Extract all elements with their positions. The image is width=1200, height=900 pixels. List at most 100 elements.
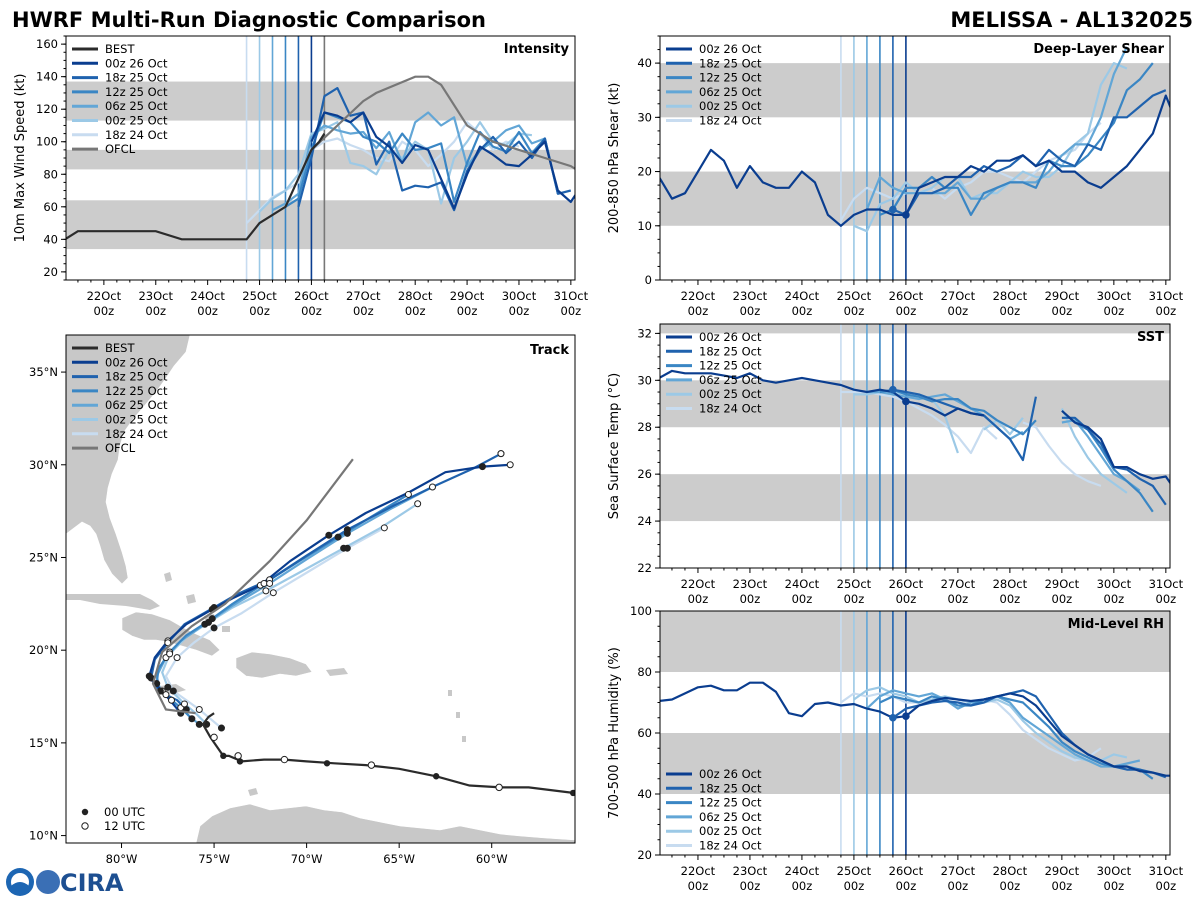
x-tick-label-date: 31Oct (1149, 289, 1184, 303)
y-tick-label: 140 (36, 70, 58, 84)
legend-label: 06z 25 Oct (699, 85, 762, 99)
marker-legend-00utc-icon (81, 808, 89, 816)
x-tick-label-hour: 00z (844, 304, 865, 318)
x-tick-label-hour: 00z (1156, 592, 1177, 606)
track-marker-12utc (506, 461, 514, 469)
x-tick-label-date: 26Oct (889, 289, 924, 303)
x-tick-label-date: 26Oct (889, 864, 924, 878)
legend-label: 00z 26 Oct (699, 330, 762, 344)
best-marker-12utc (280, 755, 289, 764)
x-tick-label-hour: 00z (896, 592, 917, 606)
panel-title: Intensity (504, 42, 570, 57)
rh-plot-area (660, 611, 1170, 855)
init-marker (889, 713, 897, 722)
lat-tick-label: 30°N (29, 458, 58, 472)
x-tick-label-hour: 00z (561, 304, 582, 318)
marker-legend-label: 00 UTC (104, 805, 145, 819)
x-tick-label-date: 22Oct (87, 289, 122, 303)
x-tick-label-date: 29Oct (1045, 289, 1080, 303)
legend-label: 06z 25 Oct (699, 810, 762, 824)
series-line-00z-26-Oct (660, 94, 1170, 227)
rh-panel: 2040608010022Oct00z23Oct00z24Oct00z25Oct… (607, 604, 1184, 893)
series-line-18z-25-Oct (892, 689, 1167, 779)
track-marker-12utc (173, 654, 181, 662)
track-plot-area (145, 450, 575, 797)
track-marker-00utc (169, 687, 177, 695)
x-tick-label-date: 28Oct (993, 289, 1028, 303)
x-tick-label-date: 25Oct (837, 577, 872, 591)
track-marker-12utc (404, 490, 412, 498)
x-tick-label-hour: 00z (249, 304, 270, 318)
x-tick-label-date: 27Oct (941, 289, 976, 303)
y-tick-label: 40 (43, 232, 58, 246)
y-tick-label: 32 (637, 326, 652, 340)
x-tick-label-hour: 00z (1104, 304, 1125, 318)
shear-plot-area (660, 36, 1170, 280)
series-line-00z-26-Oct (310, 111, 575, 210)
x-tick-label-hour: 00z (1052, 592, 1073, 606)
x-tick-label-date: 26Oct (889, 577, 924, 591)
x-tick-label-hour: 00z (948, 879, 969, 893)
y-tick-label: 30 (637, 110, 652, 124)
cuba-land (121, 611, 221, 657)
x-tick-label-hour: 00z (740, 304, 761, 318)
x-tick-label-hour: 00z (405, 304, 426, 318)
x-tick-label-date: 23Oct (138, 289, 173, 303)
x-tick-label-date: 23Oct (733, 289, 768, 303)
x-tick-label-hour: 00z (844, 592, 865, 606)
threshold-band (660, 324, 1170, 334)
x-tick-label-date: 29Oct (1045, 577, 1080, 591)
legend-label: 18z 25 Oct (699, 56, 762, 70)
best-track-line (201, 712, 574, 794)
x-tick-label-date: 22Oct (681, 577, 716, 591)
track-marker-00utc (205, 618, 213, 626)
legend-label: 18z 24 Oct (105, 128, 168, 142)
track-marker-00utc (164, 683, 172, 691)
sst-plot-area (660, 324, 1170, 568)
track-marker-12utc (428, 483, 436, 491)
x-tick-label-hour: 00z (301, 304, 322, 318)
x-tick-label-date: 25Oct (837, 864, 872, 878)
figure-title-left: HWRF Multi-Run Diagnostic Comparison (12, 8, 486, 32)
legend-label: 00z 25 Oct (699, 824, 762, 838)
ofcl-line (310, 75, 575, 171)
x-tick-label-date: 30Oct (502, 289, 537, 303)
track-marker-12utc (195, 706, 203, 714)
x-tick-label-hour: 00z (1104, 879, 1125, 893)
x-tick-label-date: 25Oct (242, 289, 277, 303)
lat-tick-label: 35°N (29, 365, 58, 379)
y-tick-label: 28 (637, 420, 652, 434)
x-tick-label-date: 22Oct (681, 289, 716, 303)
cira-logo: CIRA (6, 868, 124, 897)
x-tick-label-hour: 00z (896, 304, 917, 318)
x-tick-label-hour: 00z (1104, 592, 1125, 606)
track-marker-12utc (162, 691, 170, 699)
x-tick-label-hour: 00z (457, 304, 478, 318)
series-line-12z-25-Oct (879, 695, 1154, 780)
track-marker-00utc (343, 529, 351, 537)
x-tick-label-hour: 00z (792, 592, 813, 606)
lat-tick-label: 15°N (29, 736, 58, 750)
x-tick-label-hour: 00z (1052, 879, 1073, 893)
threshold-band (660, 733, 1170, 794)
x-tick-label-date: 31Oct (1149, 864, 1184, 878)
panel-title: Mid-Level RH (1068, 617, 1164, 632)
best-marker-00utc (323, 760, 331, 767)
y-tick-label: 40 (637, 56, 652, 70)
legend-label: 12z 25 Oct (105, 85, 168, 99)
x-tick-label-hour: 00z (948, 304, 969, 318)
x-tick-label-date: 31Oct (1149, 577, 1184, 591)
track-marker-00utc (343, 544, 351, 552)
intensity-plot-area (66, 36, 575, 280)
figure-title-right: MELISSA - AL132025 (950, 8, 1193, 32)
florida-keys-land (66, 594, 160, 610)
x-tick-label-hour: 00z (1000, 592, 1021, 606)
x-tick-label-date: 24Oct (785, 289, 820, 303)
track-frame (65, 334, 576, 844)
y-tick-label: 120 (36, 102, 58, 116)
legend-label: OFCL (105, 441, 136, 455)
series-line-00z-26-Oct (660, 369, 1170, 485)
puerto-rico-land (326, 668, 348, 676)
best-marker-12utc (367, 761, 376, 769)
noaa-wave-icon (11, 882, 29, 893)
